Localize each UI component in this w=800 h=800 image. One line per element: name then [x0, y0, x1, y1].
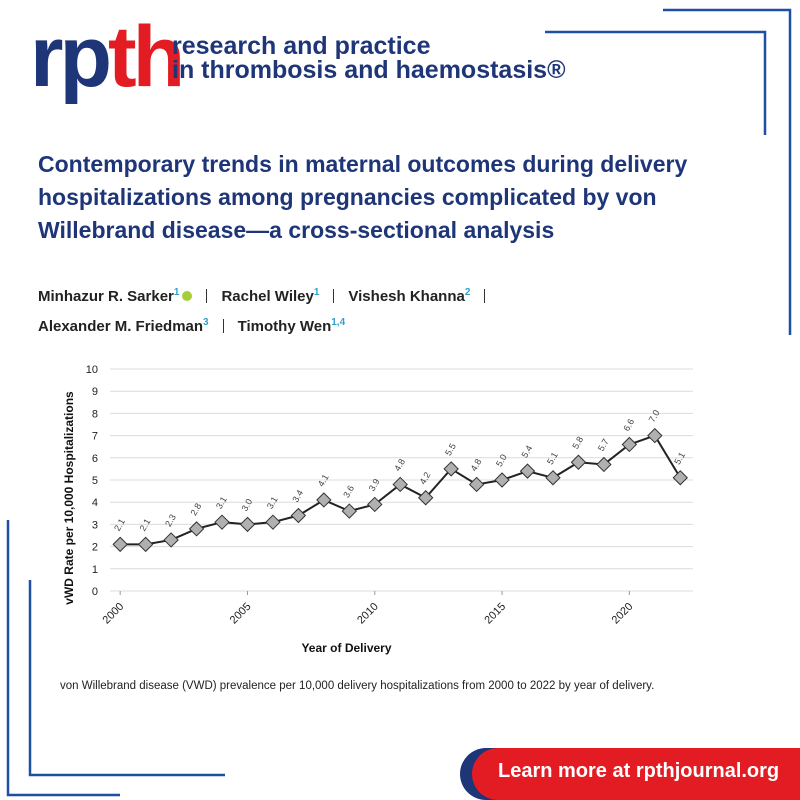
- point-marker: [417, 490, 434, 506]
- author-name: Vishesh Khanna: [348, 288, 465, 305]
- value-label: 4.2: [418, 470, 433, 486]
- point-marker: [519, 463, 536, 479]
- point-marker: [112, 536, 128, 553]
- x-tick-label: 2015: [482, 601, 508, 627]
- y-tick-label: 0: [92, 586, 98, 598]
- value-label: 4.1: [316, 473, 331, 489]
- value-label: 5.7: [596, 437, 611, 453]
- point-marker: [443, 461, 459, 477]
- author-name: Timothy Wen: [237, 318, 332, 335]
- point-marker: [316, 492, 332, 508]
- value-label: 2.1: [112, 517, 127, 533]
- button-label[interactable]: Learn more at rpthjournal.org: [498, 760, 780, 782]
- value-label: 3.1: [214, 495, 229, 511]
- point-marker: [468, 476, 485, 493]
- affiliation: 2: [464, 287, 471, 298]
- author-name: Rachel Wiley: [221, 288, 314, 305]
- value-label: 4.8: [392, 457, 407, 473]
- y-tick-label: 9: [92, 386, 98, 398]
- value-label: 5.1: [672, 450, 687, 466]
- point-marker: [341, 503, 358, 519]
- y-tick-label: 2: [92, 542, 98, 554]
- affiliation: 1: [173, 287, 180, 298]
- x-tick-label: 2005: [228, 601, 254, 627]
- article-title: Contemporary trends in maternal outcomes…: [38, 151, 688, 243]
- value-label: 5.4: [519, 444, 534, 460]
- point-marker: [214, 514, 230, 530]
- y-tick-label: 10: [86, 364, 98, 376]
- x-axis-title: Year of Delivery: [301, 641, 391, 655]
- point-marker: [239, 516, 256, 533]
- value-label: 7.0: [647, 408, 662, 424]
- logo-part: rp: [30, 9, 112, 105]
- logo-part: th: [108, 9, 185, 105]
- point-marker: [545, 470, 561, 486]
- y-axis-title: vWD Rate per 10,000 Hospitalizations: [62, 391, 76, 605]
- affiliation: 1: [313, 287, 320, 298]
- value-label: 5.5: [443, 441, 458, 457]
- point-marker: [367, 496, 383, 513]
- y-tick-label: 1: [92, 564, 98, 576]
- caption: von Willebrand disease (VWD) prevalence …: [60, 680, 655, 692]
- author-name: Alexander M. Friedman: [38, 318, 204, 335]
- frame-line: [6, 520, 120, 797]
- point-marker: [647, 427, 663, 444]
- button-bg[interactable]: [472, 748, 800, 800]
- point-marker: [188, 521, 205, 537]
- value-label: 2.1: [138, 517, 153, 533]
- y-tick-label: 6: [92, 453, 98, 465]
- point-marker: [392, 476, 408, 493]
- logo: rpth: [30, 14, 185, 100]
- value-label: 5.0: [494, 453, 509, 469]
- y-tick-label: 3: [92, 519, 98, 531]
- value-label: 2.8: [189, 501, 204, 517]
- x-tick-label: 2010: [355, 601, 381, 627]
- y-tick-label: 8: [92, 408, 98, 420]
- point-marker: [672, 470, 688, 486]
- value-label: 4.8: [469, 457, 484, 473]
- journal-line: research and practice: [172, 32, 431, 60]
- value-label: 3.0: [239, 497, 254, 513]
- x-tick-label: 2000: [101, 601, 127, 627]
- orcid-icon[interactable]: [182, 291, 193, 301]
- value-label: 3.4: [290, 488, 305, 504]
- value-label: 6.6: [621, 417, 636, 433]
- value-label: 3.6: [341, 484, 356, 500]
- point-marker: [265, 514, 281, 530]
- value-label: 3.9: [367, 477, 382, 493]
- point-marker: [137, 536, 154, 553]
- frame-line: [28, 580, 225, 777]
- value-label: 5.8: [570, 435, 585, 451]
- y-tick-label: 5: [92, 475, 98, 487]
- journal-line: in thrombosis and haemostasis®: [172, 56, 566, 84]
- author-name: Minhazur R. Sarker: [38, 288, 174, 305]
- point-marker: [163, 532, 179, 548]
- point-marker: [494, 472, 510, 488]
- authors: Minhazur R. Sarker1 Rachel Wiley1 Vishesh …: [38, 280, 598, 340]
- x-tick-label: 2020: [610, 601, 636, 627]
- value-label: 5.1: [545, 450, 560, 466]
- point-marker: [596, 456, 612, 473]
- point-marker: [570, 454, 587, 470]
- point-marker: [621, 436, 638, 453]
- journal-name: research and practice in thrombosis and …: [172, 32, 566, 84]
- frame-line: [663, 8, 792, 335]
- affiliation: 1,4: [331, 317, 346, 328]
- y-tick-label: 4: [92, 497, 98, 509]
- affiliation: 3: [203, 317, 209, 328]
- point-marker: [290, 507, 307, 524]
- y-tick-label: 7: [92, 431, 98, 443]
- frame-line: [545, 30, 767, 135]
- value-label: 3.1: [265, 495, 280, 511]
- value-label: 2.3: [163, 513, 178, 529]
